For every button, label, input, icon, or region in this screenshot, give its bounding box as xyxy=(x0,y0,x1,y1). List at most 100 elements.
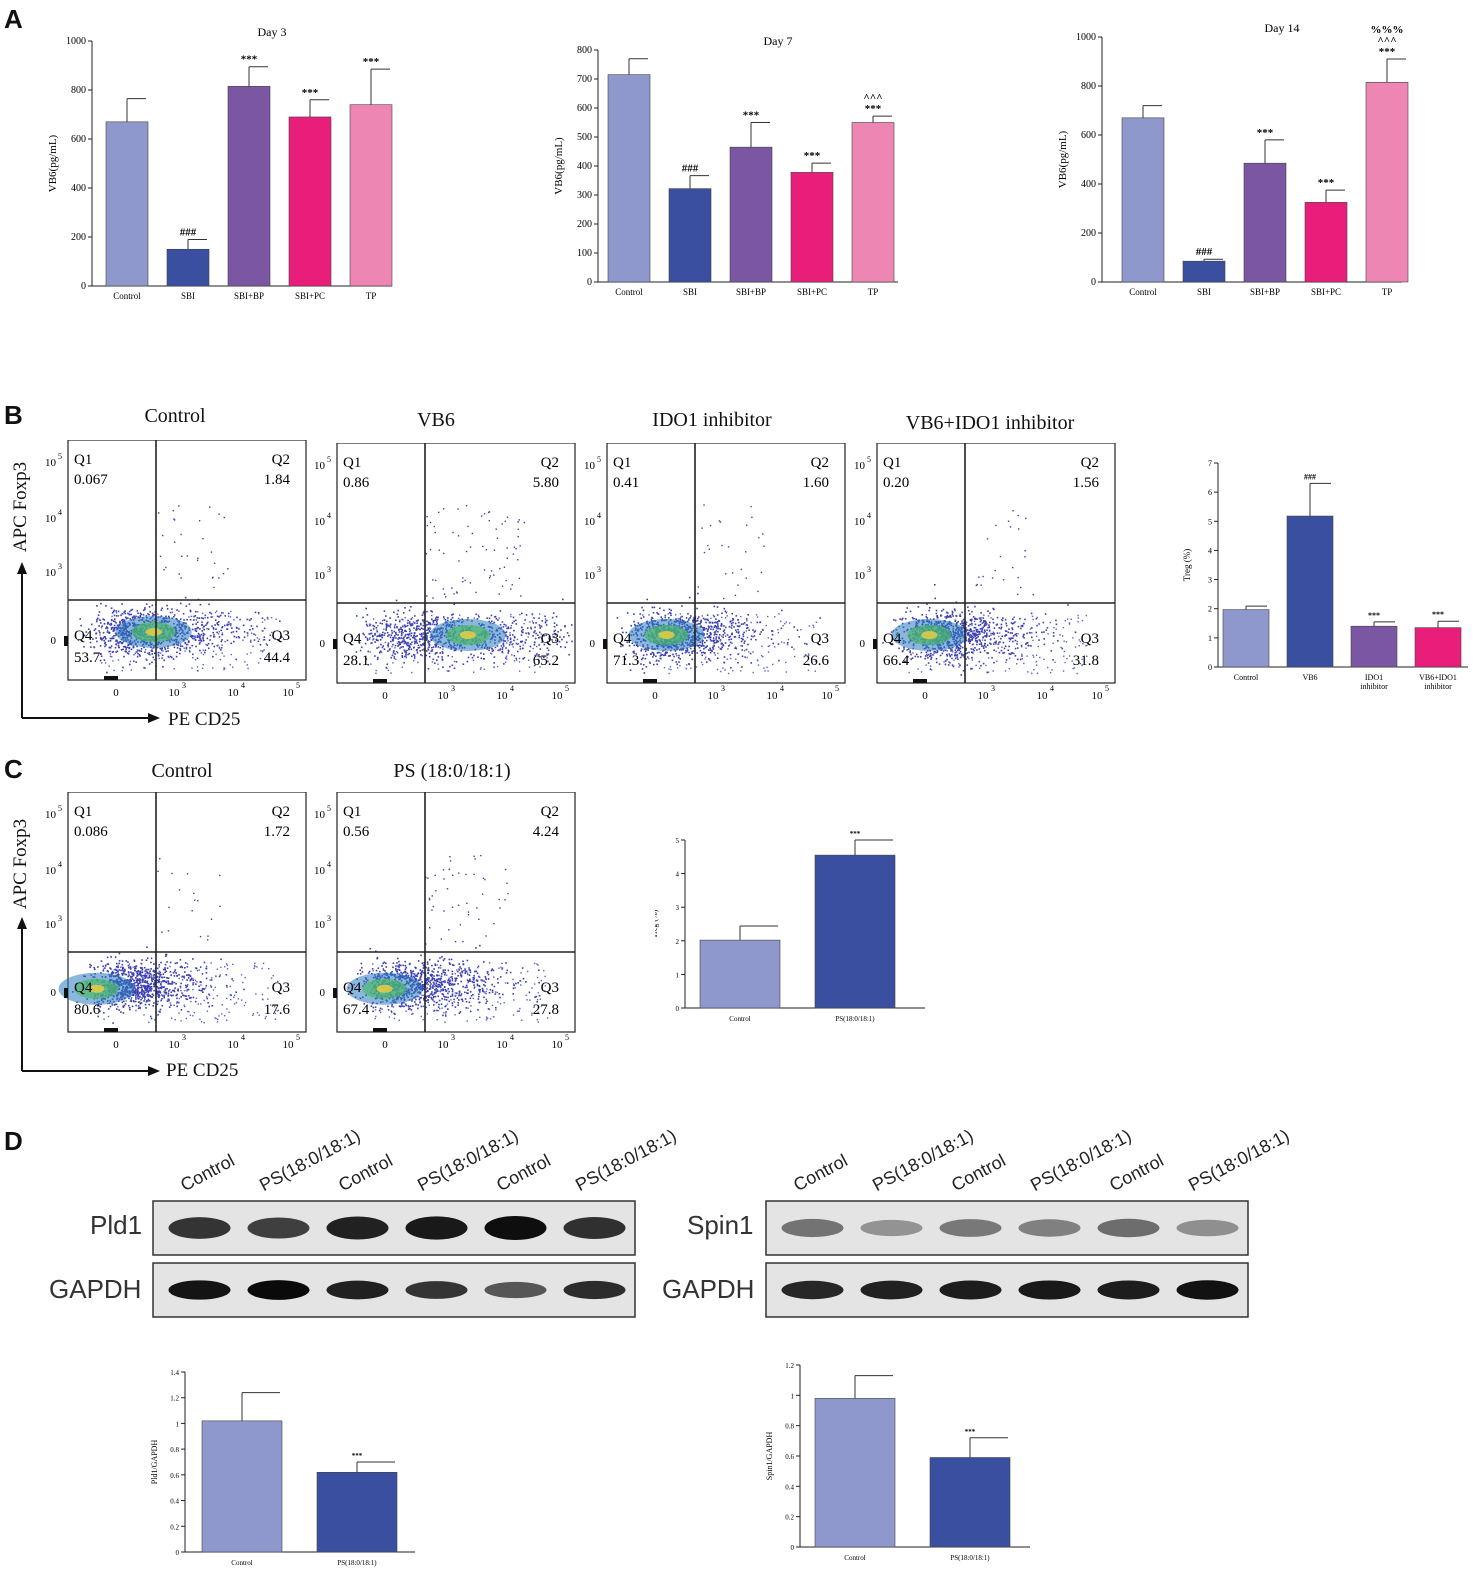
event xyxy=(1026,642,1028,644)
event xyxy=(986,632,988,635)
event xyxy=(160,615,163,617)
event xyxy=(537,658,540,661)
event xyxy=(406,636,409,639)
event xyxy=(145,969,147,971)
y-tick-label: 1000 xyxy=(66,36,86,47)
event xyxy=(1061,635,1064,637)
event xyxy=(451,616,454,619)
event xyxy=(426,515,428,518)
event xyxy=(668,617,670,619)
event xyxy=(546,657,548,659)
event xyxy=(711,621,714,624)
significance-label: *** xyxy=(302,87,319,99)
event xyxy=(396,651,399,654)
event xyxy=(117,659,120,661)
event xyxy=(416,635,418,637)
event xyxy=(967,625,970,627)
event xyxy=(80,624,82,627)
event xyxy=(670,668,672,671)
event xyxy=(426,634,428,637)
event xyxy=(974,647,976,649)
event xyxy=(435,616,438,618)
event xyxy=(386,624,388,626)
x-tick-label: PS(18:0/18:1) xyxy=(835,1015,875,1023)
event xyxy=(930,656,933,659)
event xyxy=(958,652,961,655)
event xyxy=(705,627,708,630)
event xyxy=(1052,635,1055,637)
event xyxy=(99,622,102,624)
event xyxy=(198,617,201,619)
event xyxy=(1011,627,1013,629)
event xyxy=(986,629,988,631)
event xyxy=(235,636,238,639)
event xyxy=(519,613,521,616)
event xyxy=(372,635,374,638)
event xyxy=(984,620,987,622)
event xyxy=(177,644,180,646)
event xyxy=(1017,633,1019,635)
event xyxy=(548,636,551,638)
event xyxy=(651,656,654,658)
event xyxy=(511,654,513,656)
event xyxy=(720,624,722,627)
event xyxy=(525,639,527,641)
event xyxy=(95,637,97,639)
event xyxy=(553,622,556,624)
event xyxy=(175,994,177,997)
event xyxy=(250,652,252,654)
event xyxy=(1078,645,1081,647)
event xyxy=(417,661,419,664)
significance-label: *** xyxy=(352,1452,363,1460)
event xyxy=(928,606,931,609)
event xyxy=(706,661,708,663)
event xyxy=(247,667,249,670)
event xyxy=(936,614,939,617)
event xyxy=(664,614,667,617)
event xyxy=(434,644,437,646)
event xyxy=(193,615,195,618)
event xyxy=(506,642,508,644)
event xyxy=(971,635,974,638)
event xyxy=(766,666,768,669)
event xyxy=(540,633,542,635)
event xyxy=(976,633,979,636)
y-tick-label: 0 xyxy=(587,277,592,288)
event xyxy=(387,624,389,627)
event xyxy=(723,629,726,631)
event xyxy=(741,666,743,668)
event xyxy=(777,629,779,631)
event xyxy=(218,646,221,648)
event xyxy=(948,661,950,663)
event xyxy=(937,616,939,619)
event xyxy=(717,652,719,655)
event xyxy=(196,617,199,619)
event xyxy=(194,628,197,630)
event xyxy=(191,644,193,647)
event xyxy=(420,632,423,635)
event xyxy=(1061,647,1064,650)
event xyxy=(480,657,483,660)
event xyxy=(122,648,124,651)
event xyxy=(404,651,406,653)
event xyxy=(223,655,225,657)
event xyxy=(1085,614,1087,617)
event xyxy=(737,628,739,631)
event xyxy=(454,649,457,652)
event xyxy=(635,653,638,655)
event xyxy=(415,629,418,631)
event xyxy=(711,646,714,649)
event xyxy=(533,630,535,633)
event xyxy=(1000,626,1003,629)
bar xyxy=(166,248,210,287)
event xyxy=(233,619,235,621)
event xyxy=(664,652,666,655)
event xyxy=(499,648,502,650)
event xyxy=(675,661,678,663)
event xyxy=(178,652,181,655)
event xyxy=(101,639,103,641)
event xyxy=(90,623,93,626)
event xyxy=(554,629,557,632)
event xyxy=(954,654,956,657)
event xyxy=(936,651,938,654)
